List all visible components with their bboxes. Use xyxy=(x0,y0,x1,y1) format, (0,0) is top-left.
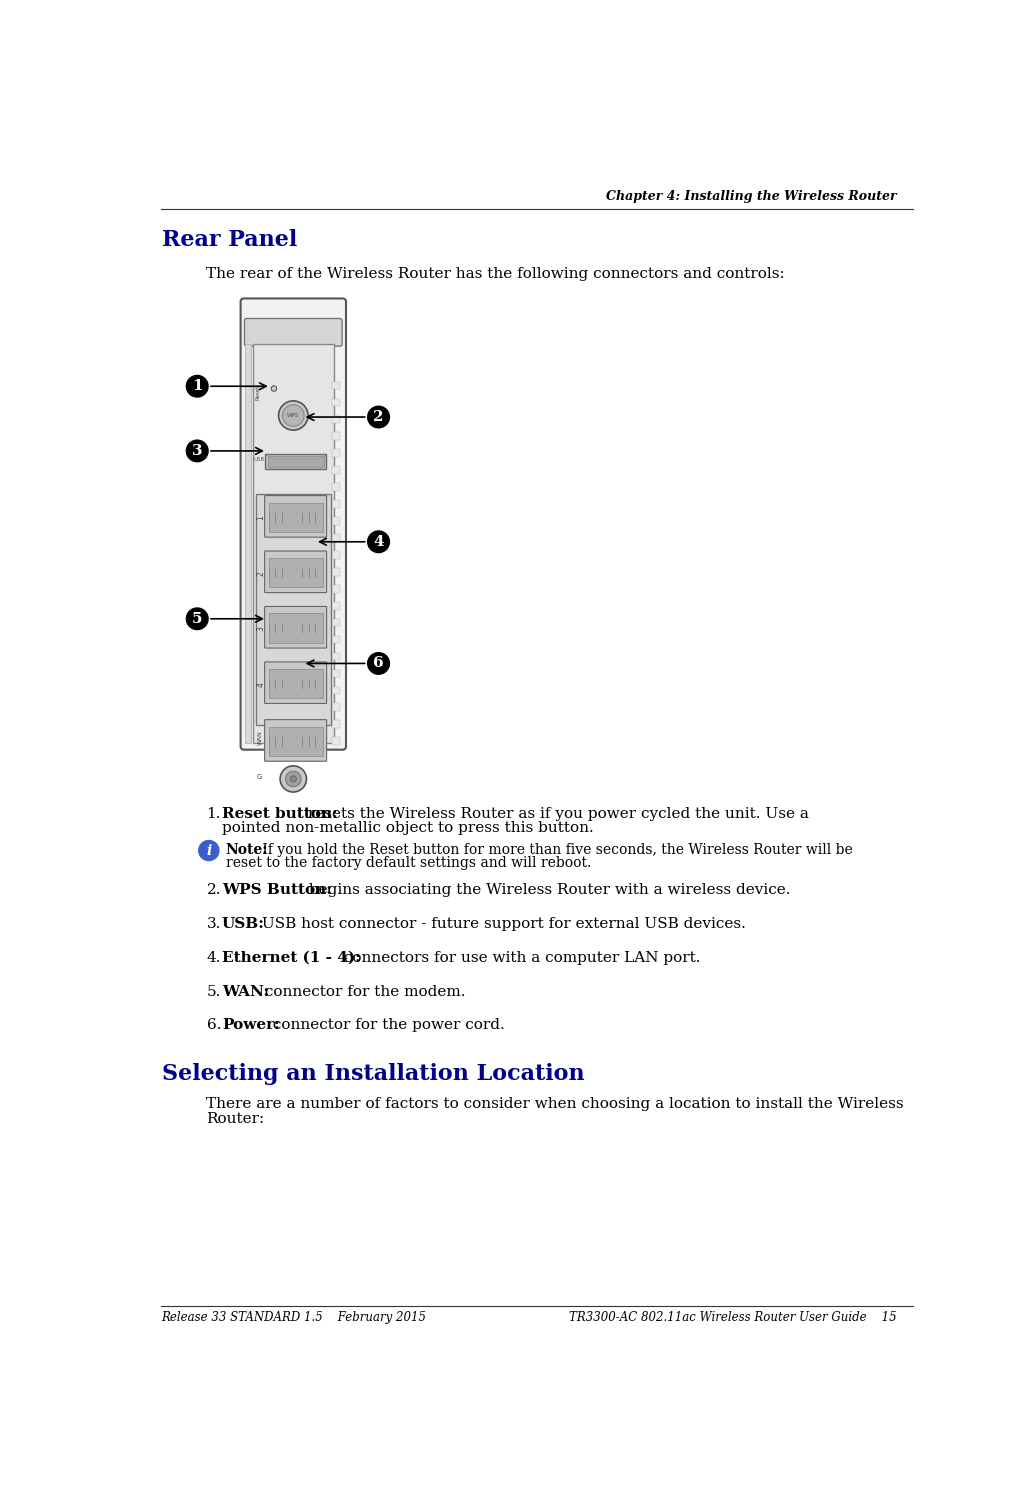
Bar xyxy=(268,669,323,699)
Text: connectors for use with a computer LAN port.: connectors for use with a computer LAN p… xyxy=(340,950,701,965)
Bar xyxy=(332,483,340,492)
Text: WAN: WAN xyxy=(258,730,263,745)
Bar xyxy=(256,495,330,726)
Bar xyxy=(332,432,340,441)
Text: 3: 3 xyxy=(192,444,202,457)
Bar xyxy=(265,454,326,469)
Text: Release 33 STANDARD 1.5    February 2015: Release 33 STANDARD 1.5 February 2015 xyxy=(162,1312,426,1325)
Bar xyxy=(268,558,323,588)
Text: 6: 6 xyxy=(374,657,384,670)
Bar xyxy=(332,450,340,457)
Circle shape xyxy=(367,531,389,553)
Text: 2: 2 xyxy=(374,411,384,424)
Bar xyxy=(332,382,340,390)
Text: Reset button:: Reset button: xyxy=(222,808,337,821)
Circle shape xyxy=(367,406,389,427)
Text: Ethernet (1 - 4):: Ethernet (1 - 4): xyxy=(222,950,361,965)
Bar xyxy=(267,456,323,468)
Text: WPS Button:: WPS Button: xyxy=(222,883,332,896)
Text: 1: 1 xyxy=(192,379,202,393)
Text: 4: 4 xyxy=(256,682,265,687)
Bar xyxy=(332,738,340,745)
Text: Note:: Note: xyxy=(226,842,268,857)
Bar xyxy=(332,501,340,508)
Bar xyxy=(332,466,340,474)
Text: TR3300-AC 802.11ac Wireless Router User Guide    15: TR3300-AC 802.11ac Wireless Router User … xyxy=(569,1312,896,1325)
Text: G: G xyxy=(257,775,262,781)
Bar xyxy=(332,636,340,643)
Text: USB:: USB: xyxy=(222,917,265,931)
Bar xyxy=(332,721,340,729)
Text: If you hold the Reset button for more than five seconds, the Wireless Router wil: If you hold the Reset button for more th… xyxy=(258,842,853,857)
Text: Chapter 4: Installing the Wireless Router: Chapter 4: Installing the Wireless Route… xyxy=(606,190,896,204)
Bar xyxy=(332,652,340,661)
Text: WPS: WPS xyxy=(287,414,299,418)
Bar xyxy=(332,415,340,423)
FancyBboxPatch shape xyxy=(245,318,343,346)
Bar xyxy=(332,703,340,711)
Text: USB: USB xyxy=(254,457,265,462)
Circle shape xyxy=(367,652,389,675)
Text: resets the Wireless Router as if you power cycled the unit. Use a: resets the Wireless Router as if you pow… xyxy=(303,808,809,821)
Text: 4.: 4. xyxy=(206,950,221,965)
Text: Router:: Router: xyxy=(206,1112,265,1126)
Bar xyxy=(268,727,323,755)
Bar xyxy=(332,601,340,610)
Bar xyxy=(332,687,340,694)
Text: connector for the power cord.: connector for the power cord. xyxy=(267,1018,505,1033)
Text: i: i xyxy=(206,844,212,857)
Circle shape xyxy=(187,375,208,397)
Circle shape xyxy=(280,766,307,791)
Text: 3.: 3. xyxy=(206,917,221,931)
Text: There are a number of factors to consider when choosing a location to install th: There are a number of factors to conside… xyxy=(206,1097,904,1111)
Bar xyxy=(332,399,340,406)
Bar xyxy=(332,670,340,678)
Text: 5: 5 xyxy=(192,612,202,625)
Bar xyxy=(332,585,340,592)
Text: 1: 1 xyxy=(256,516,265,520)
FancyBboxPatch shape xyxy=(264,720,326,761)
Bar xyxy=(332,619,340,627)
Circle shape xyxy=(286,772,301,787)
Text: Reset: Reset xyxy=(255,385,260,400)
Circle shape xyxy=(271,385,277,391)
Text: WAN:: WAN: xyxy=(222,985,269,998)
Bar xyxy=(268,502,323,532)
FancyBboxPatch shape xyxy=(264,663,326,703)
Bar xyxy=(332,534,340,541)
Circle shape xyxy=(187,441,208,462)
Text: Rear Panel: Rear Panel xyxy=(162,229,297,250)
FancyBboxPatch shape xyxy=(264,552,326,592)
Circle shape xyxy=(283,405,304,426)
Circle shape xyxy=(187,609,208,630)
Bar xyxy=(332,552,340,559)
Text: 4: 4 xyxy=(374,535,384,549)
Bar xyxy=(332,517,340,525)
Text: 6.: 6. xyxy=(206,1018,221,1033)
Bar xyxy=(253,343,333,742)
Bar xyxy=(246,343,252,742)
Circle shape xyxy=(290,776,296,782)
Text: Power:: Power: xyxy=(222,1018,280,1033)
FancyBboxPatch shape xyxy=(264,496,326,537)
Text: The rear of the Wireless Router has the following connectors and controls:: The rear of the Wireless Router has the … xyxy=(206,267,785,280)
Text: pointed non-metallic object to press this button.: pointed non-metallic object to press thi… xyxy=(222,821,593,835)
Text: Selecting an Installation Location: Selecting an Installation Location xyxy=(162,1063,584,1085)
Text: begins associating the Wireless Router with a wireless device.: begins associating the Wireless Router w… xyxy=(304,883,791,896)
Bar xyxy=(332,568,340,576)
Text: 5.: 5. xyxy=(206,985,221,998)
Text: 2.: 2. xyxy=(206,883,221,896)
Text: USB host connector - future support for external USB devices.: USB host connector - future support for … xyxy=(257,917,746,931)
Bar xyxy=(268,613,323,643)
Text: reset to the factory default settings and will reboot.: reset to the factory default settings an… xyxy=(226,856,591,869)
Text: connector for the modem.: connector for the modem. xyxy=(260,985,465,998)
FancyBboxPatch shape xyxy=(264,607,326,648)
Text: 3: 3 xyxy=(256,627,265,631)
Text: 2: 2 xyxy=(256,571,265,576)
FancyBboxPatch shape xyxy=(240,298,346,750)
Text: 1.: 1. xyxy=(206,808,221,821)
Circle shape xyxy=(199,841,219,860)
Circle shape xyxy=(279,400,308,430)
